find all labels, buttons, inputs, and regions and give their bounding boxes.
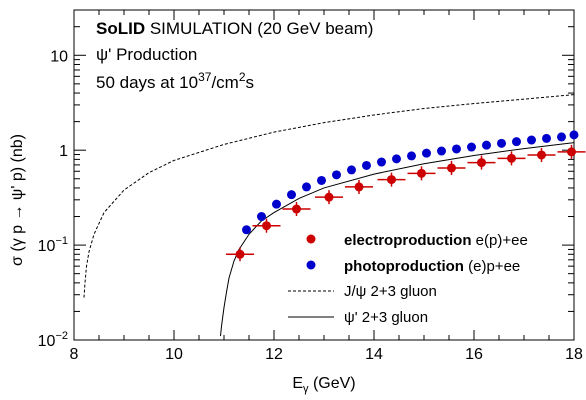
annotation-line-1: SoLID SIMULATION (20 GeV beam) (96, 19, 373, 38)
photoproduction-point (437, 146, 446, 156)
y-tick-exponent: −2 (55, 330, 68, 342)
electroproduction-point (354, 182, 364, 192)
photoproduction-point (542, 133, 551, 143)
electroproduction-point (292, 204, 301, 214)
y-tick-base: 10 (38, 333, 56, 350)
annotation-simulation: SIMULATION (20 GeV beam) (145, 19, 373, 38)
x-tick-label: 18 (565, 346, 583, 363)
photoproduction-point (482, 140, 491, 150)
legend: electroproduction e(p)+ee photoproductio… (288, 232, 528, 326)
photoproduction-point (452, 144, 461, 154)
electroproduction-point (324, 192, 334, 202)
y-tick-label: 10−1 (38, 235, 68, 255)
photoproduction-point (362, 160, 371, 170)
electroproduction-point (417, 168, 426, 178)
annotation-luminosity-c: s (246, 73, 255, 92)
x-tick-label: 10 (165, 346, 183, 363)
photoproduction-point (347, 165, 356, 175)
y-tick-label: 1 (59, 143, 68, 160)
annotation-line-2: ψ' Production (96, 45, 197, 64)
legend-label-jpsi: J/ψ 2+3 gluon (344, 283, 437, 300)
photoproduction-point (557, 132, 566, 142)
photoproduction-point (497, 138, 506, 148)
electroproduction-point (507, 153, 516, 163)
photoproduction-point (407, 151, 416, 161)
jpsi-curve (83, 94, 575, 298)
legend-photo-suffix: (e)p+ee (464, 258, 520, 275)
photoproduction-point (287, 190, 296, 200)
photoproduction-point (257, 212, 266, 222)
photoproduction-point (392, 154, 401, 164)
legend-label-electroproduction: electroproduction e(p)+ee (344, 232, 528, 249)
photoproduction-point (317, 175, 326, 185)
annotation-luminosity-exp2: 2 (239, 70, 246, 84)
y-tick-base: 1 (59, 143, 68, 160)
x-tick-label: 8 (70, 346, 79, 363)
electroproduction-point (262, 221, 271, 231)
photoproduction-point (512, 137, 521, 147)
y-tick-base: 10 (38, 238, 56, 255)
annotation-luminosity-a: 50 days at 10 (96, 73, 198, 92)
photoproduction-point (377, 157, 386, 167)
y-tick-label: 10 (50, 48, 68, 65)
legend-photo-name: photoproduction (344, 258, 464, 275)
legend-electro-name: electroproduction (344, 232, 472, 249)
y-tick-base: 10 (50, 48, 68, 65)
photoproduction-point (272, 199, 281, 209)
y-tick-exponent: −1 (55, 235, 68, 247)
electroproduction-point (447, 163, 456, 173)
x-tick-label: 16 (465, 346, 483, 363)
x-axis-label-unit: (GeV) (309, 375, 356, 392)
x-axis-label-sub: γ (303, 383, 309, 395)
legend-label-photoproduction: photoproduction (e)p+ee (344, 258, 520, 275)
photoproduction-point (302, 182, 311, 192)
annotation-luminosity-b: /cm (211, 73, 238, 92)
x-tick-label: 14 (365, 346, 383, 363)
legend-marker-photoproduction (306, 260, 316, 270)
photoproduction-point (527, 135, 536, 145)
y-axis-label: σ (γ p → ψ' p) (nb) (9, 134, 26, 266)
electroproduction-point (387, 175, 396, 185)
photoproduction-point (332, 170, 341, 180)
electroproduction-point (477, 158, 486, 168)
photoproduction-point (242, 225, 251, 235)
legend-marker-electroproduction (306, 234, 316, 244)
annotation-solid: SoLID (96, 19, 145, 38)
legend-label-psiprime: ψ' 2+3 gluon (344, 309, 428, 326)
photoproduction-point (467, 142, 476, 152)
photoproduction-point (422, 148, 431, 158)
y-tick-label: 10−2 (38, 330, 68, 350)
annotation-line-3: 50 days at 1037/cm2s (96, 70, 254, 92)
annotation-luminosity-exp1: 37 (198, 70, 212, 84)
photoproduction-point (569, 130, 579, 140)
electroproduction-point (537, 150, 546, 160)
data-points (226, 130, 586, 262)
x-tick-label: 12 (265, 346, 283, 363)
x-axis-label: Eγ (GeV) (292, 375, 355, 395)
x-axis-label-e: E (292, 375, 303, 392)
electroproduction-point (567, 147, 576, 157)
legend-electro-suffix: e(p)+ee (472, 232, 528, 249)
electroproduction-point (235, 249, 245, 259)
theory-curves (83, 94, 575, 337)
